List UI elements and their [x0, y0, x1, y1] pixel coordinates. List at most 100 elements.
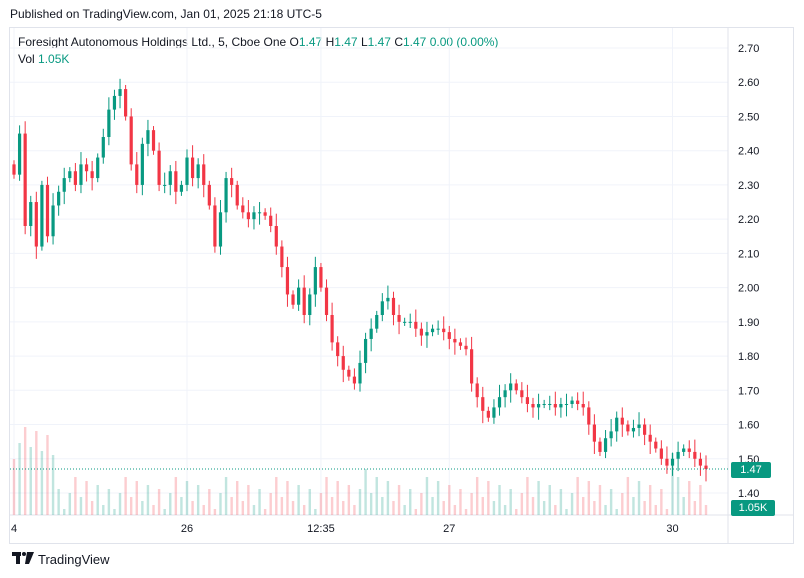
candle-body [274, 226, 278, 247]
candle-body [436, 328, 440, 330]
low-label: L [360, 35, 368, 49]
volume-bar [442, 501, 445, 515]
volume-bar [342, 501, 345, 515]
volume-bar [559, 489, 563, 515]
candle-body [330, 315, 334, 343]
candle-body [319, 267, 323, 288]
candle-body [341, 356, 345, 370]
x-tick-label: 26 [181, 523, 193, 535]
volume-bar [330, 497, 334, 515]
candle-body [84, 164, 89, 172]
volume-bar [425, 477, 429, 515]
volume-bar [475, 477, 479, 515]
volume-bar [526, 477, 529, 515]
volume-legend: Vol 1.05K [18, 52, 69, 66]
candle-body [157, 150, 161, 185]
y-tick-label: 2.70 [738, 43, 759, 55]
low-value: 1.47 [367, 35, 391, 49]
volume-bar [699, 485, 702, 515]
volume-bar [191, 501, 194, 515]
volume-bar [146, 485, 150, 515]
candle-body [202, 164, 206, 185]
volume-bar [570, 493, 574, 515]
candle-body [196, 164, 200, 179]
candle-body [419, 328, 423, 336]
candle-body [140, 143, 144, 185]
volume-bar [621, 493, 624, 515]
volume-bar [643, 501, 646, 515]
candle-body [347, 369, 351, 377]
candle-body [559, 404, 563, 408]
candle-body [358, 362, 362, 384]
candle-body [185, 157, 189, 185]
volume-bar [353, 505, 356, 515]
candle-body [380, 301, 384, 315]
volume-bar [51, 455, 55, 515]
volume-bar [431, 497, 434, 515]
volume-bar [174, 477, 178, 515]
symbol-name[interactable]: Foresight Autonomous Holdings Ltd., 5, C… [18, 35, 287, 49]
candle-body [235, 184, 239, 206]
volume-bar [85, 481, 88, 515]
volume-bar [291, 501, 295, 515]
volume-bar [23, 427, 27, 515]
candle-body [213, 205, 217, 247]
y-tick-label: 2.40 [738, 146, 759, 158]
candle-body [308, 294, 312, 315]
volume-bar [386, 481, 390, 515]
candle-body [408, 321, 412, 323]
volume-bar [319, 493, 323, 515]
candle-body [363, 338, 368, 363]
x-tick-label: 30 [666, 523, 678, 535]
high-value: 1.47 [334, 35, 358, 49]
volume-bar [704, 505, 708, 515]
candle-body [280, 246, 284, 268]
volume-bar [29, 447, 32, 515]
candle-body [34, 202, 38, 247]
volume-bar [219, 493, 222, 515]
volume-bar [637, 481, 641, 515]
candle-body [174, 171, 178, 192]
volume-bar [74, 477, 77, 515]
candle-body [129, 116, 133, 165]
close-label: C [394, 35, 403, 49]
volume-bar [46, 435, 49, 515]
candle-body [509, 383, 513, 391]
volume-bar [609, 489, 613, 515]
candle-body [151, 130, 156, 151]
candle-body [230, 178, 234, 185]
volume-bar [369, 493, 373, 515]
tradingview-logo-icon[interactable] [12, 552, 34, 567]
volume-bar [325, 477, 328, 515]
candle-body [576, 400, 580, 404]
volume-bar [509, 489, 512, 515]
candle-body [425, 332, 429, 336]
volume-bar [169, 493, 172, 515]
candle-body [352, 376, 357, 384]
candle-body [241, 205, 245, 213]
candle-body [336, 342, 340, 357]
y-tick-label: 1.60 [738, 420, 759, 432]
volume-bar [263, 509, 267, 515]
candle-body [525, 397, 530, 404]
candle-body [29, 202, 33, 226]
candle-body [682, 448, 686, 452]
volume-bar [269, 493, 272, 515]
candle-body [324, 287, 329, 315]
candle-body [57, 191, 61, 206]
brand-name[interactable]: TradingView [38, 552, 110, 567]
candle-body [687, 448, 691, 452]
candle-body [252, 212, 256, 220]
volume-bar [381, 497, 384, 515]
volume-bar [213, 509, 217, 515]
volume-bar [414, 509, 418, 515]
candle-body [179, 184, 184, 192]
candle-body [458, 342, 463, 346]
volume-bar [660, 489, 663, 515]
candle-body [670, 458, 675, 466]
candle-body [453, 338, 457, 343]
volume-bar [308, 489, 311, 515]
volume-bar [302, 505, 306, 515]
volume-bar [582, 497, 585, 515]
